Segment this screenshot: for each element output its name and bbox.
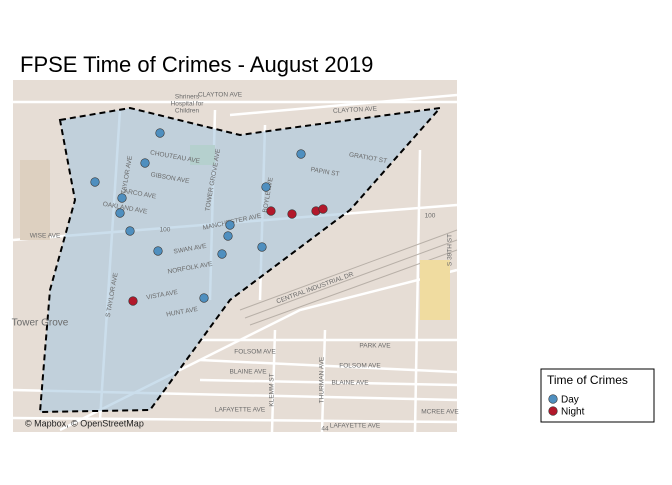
street-label: BLAINE AVE — [229, 369, 267, 376]
attribution: © Mapbox, © OpenStreetMap — [25, 418, 144, 428]
crime-point — [128, 296, 138, 306]
street-label: FOLSOM AVE — [234, 349, 276, 356]
street-label: PAPIN ST — [310, 166, 340, 178]
crime-point — [125, 226, 135, 236]
service-area — [38, 106, 443, 414]
street-label: 100 — [425, 213, 436, 220]
basemap — [12, 80, 458, 433]
crime-point — [225, 220, 235, 230]
street-label: KLEMM ST — [269, 373, 276, 406]
street-label: Tower Grove — [12, 318, 69, 329]
street-label: BLAINE AVE — [331, 380, 369, 387]
crime-point — [140, 158, 150, 168]
street-label: Hospital for — [171, 101, 205, 108]
crime-point — [296, 149, 306, 159]
legend-box — [540, 368, 655, 423]
street-label: 100 — [160, 227, 171, 234]
street-label: S 39TH ST — [447, 234, 454, 266]
crime-point — [217, 249, 227, 259]
street-label: Children — [175, 108, 200, 115]
crime-point — [155, 128, 165, 138]
street-label: WISE AVE — [30, 233, 61, 240]
legend-key — [548, 406, 558, 416]
crime-point — [266, 206, 276, 216]
street-label: LAFAYETTE AVE — [215, 407, 266, 414]
crime-point — [90, 177, 100, 187]
legend-key — [548, 394, 558, 404]
street-label: THURMAN AVE — [319, 356, 326, 403]
street-label: MCREE AVE — [421, 409, 459, 416]
crime-point — [115, 208, 125, 218]
street-label: PARK AVE — [359, 343, 391, 350]
crime-point — [318, 204, 328, 214]
crime-point — [199, 293, 209, 303]
legend-label: Day — [561, 395, 579, 406]
crime-point — [287, 209, 297, 219]
crime-point — [117, 193, 127, 203]
crime-point — [153, 246, 163, 256]
street-label: 44 — [321, 426, 329, 433]
crime-point — [257, 242, 267, 252]
street-label: LAFAYETTE AVE — [330, 423, 381, 430]
map-title: FPSE Time of Crimes - August 2019 — [20, 52, 373, 77]
street-label: CLAYTON AVE — [198, 92, 243, 99]
legend-title: Time of Crimes — [547, 373, 628, 387]
street-label: FOLSOM AVE — [339, 363, 381, 370]
crime-point — [261, 182, 271, 192]
crime-point — [223, 231, 233, 241]
street-label: CLAYTON AVE — [333, 106, 378, 115]
legend-label: Night — [561, 407, 585, 418]
street-label: Shriners — [175, 94, 200, 101]
